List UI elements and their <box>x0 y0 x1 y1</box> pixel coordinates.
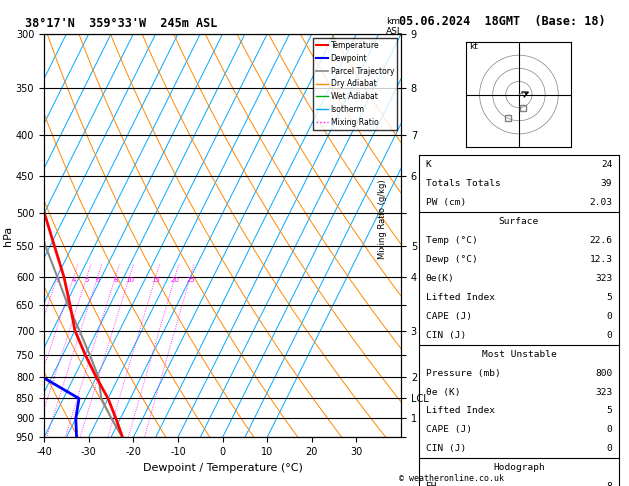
Text: PW (cm): PW (cm) <box>426 198 466 207</box>
Text: Dewp (°C): Dewp (°C) <box>426 255 477 264</box>
Text: CAPE (J): CAPE (J) <box>426 312 472 321</box>
Text: © weatheronline.co.uk: © weatheronline.co.uk <box>399 474 504 483</box>
Text: 5: 5 <box>606 293 613 302</box>
Y-axis label: hPa: hPa <box>3 226 13 246</box>
Text: 4: 4 <box>72 277 76 282</box>
Text: km
ASL: km ASL <box>386 17 403 36</box>
Text: 0: 0 <box>606 312 613 321</box>
Text: Lifted Index: Lifted Index <box>426 406 494 416</box>
Text: 05.06.2024  18GMT  (Base: 18): 05.06.2024 18GMT (Base: 18) <box>399 15 606 28</box>
Text: 10: 10 <box>125 277 134 282</box>
Text: 5: 5 <box>85 277 89 282</box>
Text: 38°17'N  359°33'W  245m ASL: 38°17'N 359°33'W 245m ASL <box>25 17 218 30</box>
Text: CIN (J): CIN (J) <box>426 444 466 453</box>
Legend: Temperature, Dewpoint, Parcel Trajectory, Dry Adiabat, Wet Adiabat, Isotherm, Mi: Temperature, Dewpoint, Parcel Trajectory… <box>313 38 398 130</box>
Text: CAPE (J): CAPE (J) <box>426 425 472 434</box>
Text: 0: 0 <box>606 425 613 434</box>
Text: 12.3: 12.3 <box>589 255 613 264</box>
Text: Temp (°C): Temp (°C) <box>426 236 477 245</box>
Text: Hodograph: Hodograph <box>493 463 545 472</box>
Text: 39: 39 <box>601 179 613 188</box>
Text: 3: 3 <box>55 277 60 282</box>
Text: 800: 800 <box>595 368 613 378</box>
Text: 24: 24 <box>601 160 613 169</box>
Text: 8: 8 <box>606 482 613 486</box>
Text: 323: 323 <box>595 274 613 283</box>
Text: Totals Totals: Totals Totals <box>426 179 500 188</box>
Text: 20: 20 <box>170 277 180 282</box>
Text: 323: 323 <box>595 387 613 397</box>
Text: kt: kt <box>469 42 478 51</box>
Text: 15: 15 <box>152 277 160 282</box>
X-axis label: Dewpoint / Temperature (°C): Dewpoint / Temperature (°C) <box>143 463 303 473</box>
Text: 0: 0 <box>606 444 613 453</box>
Text: 5: 5 <box>606 406 613 416</box>
Text: Lifted Index: Lifted Index <box>426 293 494 302</box>
Text: Mixing Ratio (g/kg): Mixing Ratio (g/kg) <box>378 179 387 259</box>
Text: K: K <box>426 160 431 169</box>
Text: 22.6: 22.6 <box>589 236 613 245</box>
Text: CIN (J): CIN (J) <box>426 330 466 340</box>
Text: EH: EH <box>426 482 437 486</box>
Text: θe(K): θe(K) <box>426 274 454 283</box>
Text: 2.03: 2.03 <box>589 198 613 207</box>
Text: Most Unstable: Most Unstable <box>482 349 556 359</box>
Text: 6: 6 <box>96 277 100 282</box>
Text: 25: 25 <box>186 277 195 282</box>
Text: Surface: Surface <box>499 217 539 226</box>
Text: 0: 0 <box>606 330 613 340</box>
Text: Pressure (mb): Pressure (mb) <box>426 368 500 378</box>
Text: 8: 8 <box>113 277 118 282</box>
Text: θe (K): θe (K) <box>426 387 460 397</box>
